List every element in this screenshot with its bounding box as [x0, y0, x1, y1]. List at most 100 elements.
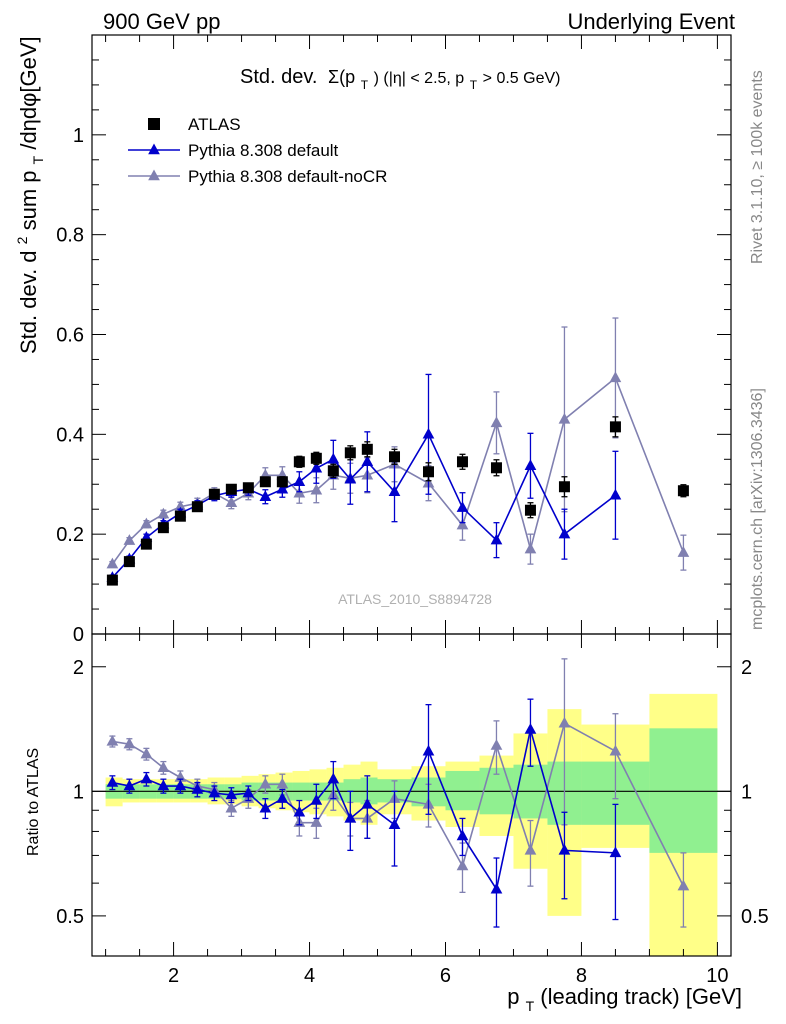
data-point — [361, 455, 374, 467]
y-tick-label-right: 0.5 — [741, 906, 769, 928]
data-point — [293, 456, 305, 468]
data-point — [388, 818, 401, 830]
x-tick-label: 10 — [706, 965, 728, 987]
data-point — [677, 546, 690, 557]
data-point — [157, 779, 170, 791]
data-point — [310, 816, 323, 827]
data-point — [174, 510, 186, 522]
series-pythia-8-308-default — [106, 698, 622, 928]
data-point — [524, 723, 537, 734]
inner-uncertainty-bin — [649, 728, 718, 853]
data-point — [558, 412, 571, 424]
ylabel-part: /dηdφ[GeV] — [16, 36, 41, 149]
y-tick-label: 0.5 — [56, 906, 84, 928]
x-tick-label: 8 — [576, 965, 587, 987]
data-point — [558, 716, 571, 728]
data-point — [276, 476, 288, 488]
data-point — [123, 556, 135, 568]
y-tick-label: 0.4 — [56, 424, 84, 446]
data-point — [123, 534, 136, 545]
x-tick-label: 2 — [168, 965, 179, 987]
data-point — [293, 805, 306, 817]
data-point — [609, 371, 622, 383]
title-part: ) (|η| < 2.5, p — [374, 70, 465, 87]
data-point — [276, 792, 289, 803]
data-point — [490, 739, 503, 750]
data-point — [208, 488, 220, 500]
data-point — [344, 447, 356, 459]
data-point — [609, 488, 622, 500]
title-subscript: T — [361, 78, 369, 92]
legend-item: ATLAS — [148, 115, 241, 134]
data-point — [422, 427, 435, 439]
data-point — [456, 829, 469, 841]
data-point — [242, 482, 254, 494]
data-point — [225, 496, 238, 507]
x-tick-label: 6 — [440, 965, 451, 987]
title-subscript: T — [470, 78, 478, 92]
data-point — [174, 779, 187, 791]
y-tick-label: 0.2 — [56, 524, 84, 546]
data-point — [558, 481, 570, 493]
y-tick-label: 2 — [73, 657, 84, 679]
xlabel-part: (leading track) [GeV] — [540, 984, 742, 1009]
data-point — [106, 574, 118, 586]
data-point — [106, 557, 119, 569]
data-point — [490, 462, 502, 474]
inner-uncertainty-bin — [445, 770, 480, 811]
data-point — [524, 504, 536, 516]
data-point — [490, 882, 503, 894]
data-point — [174, 500, 187, 511]
data-point — [310, 452, 322, 464]
data-point — [677, 485, 689, 497]
data-point — [327, 772, 340, 784]
chart-title: Std. dev. Σ(p T ) (|η| < 2.5, p T > 0.5 … — [240, 66, 561, 94]
data-point — [361, 797, 374, 809]
data-point — [106, 734, 119, 746]
data-point — [208, 786, 221, 798]
data-point — [310, 794, 323, 805]
data-point — [422, 744, 435, 756]
ylabel-subscript: T — [30, 155, 46, 164]
legend-marker — [148, 143, 160, 155]
ylabel-part: Std. dev. d — [16, 250, 41, 354]
data-point — [225, 483, 237, 495]
data-point — [140, 538, 152, 550]
data-point — [106, 776, 119, 787]
main-y-axis-label: Std. dev. d 2 sum p T /dηdφ[GeV] — [7, 36, 48, 354]
series-pythia-8-308-default-nocr — [106, 317, 690, 571]
data-point — [490, 416, 503, 428]
data-point — [259, 490, 272, 501]
data-point — [157, 522, 169, 534]
legend: ATLAS Pythia 8.308 default Pythia 8.308 de… — [128, 115, 387, 186]
data-point — [456, 456, 468, 468]
data-point — [157, 507, 170, 519]
data-point — [259, 801, 272, 813]
title-part: > 0.5 GeV) — [483, 70, 561, 87]
xlabel-part: p — [507, 984, 519, 1009]
data-point — [609, 846, 622, 858]
series-line — [111, 376, 685, 565]
data-point — [123, 779, 136, 791]
data-point — [191, 501, 203, 513]
xlabel-subscript: T — [526, 998, 535, 1014]
ylabel-superscript: 2 — [14, 236, 30, 244]
data-point — [388, 485, 401, 496]
data-point — [140, 772, 153, 784]
data-point — [344, 811, 357, 823]
x-axis-label: p T (leading track) [GeV] — [507, 984, 742, 1016]
data-point — [609, 744, 622, 756]
data-point — [225, 788, 238, 800]
ratio-axis-ticks: 2 4 6 8 10 0.5 0.5 1 1 2 2 — [56, 634, 769, 987]
y-tick-label: 0.6 — [56, 325, 84, 347]
y-tick-label: 0.8 — [56, 225, 84, 247]
data-point — [157, 761, 170, 773]
data-point — [456, 859, 469, 871]
header-left-label: 900 GeV pp — [103, 9, 220, 34]
data-point — [344, 472, 357, 484]
y-tick-label: 1 — [73, 125, 84, 147]
series-line — [112, 722, 685, 887]
legend-label: Pythia 8.308 default — [188, 141, 339, 160]
data-point — [293, 475, 306, 486]
data-point — [310, 483, 323, 495]
